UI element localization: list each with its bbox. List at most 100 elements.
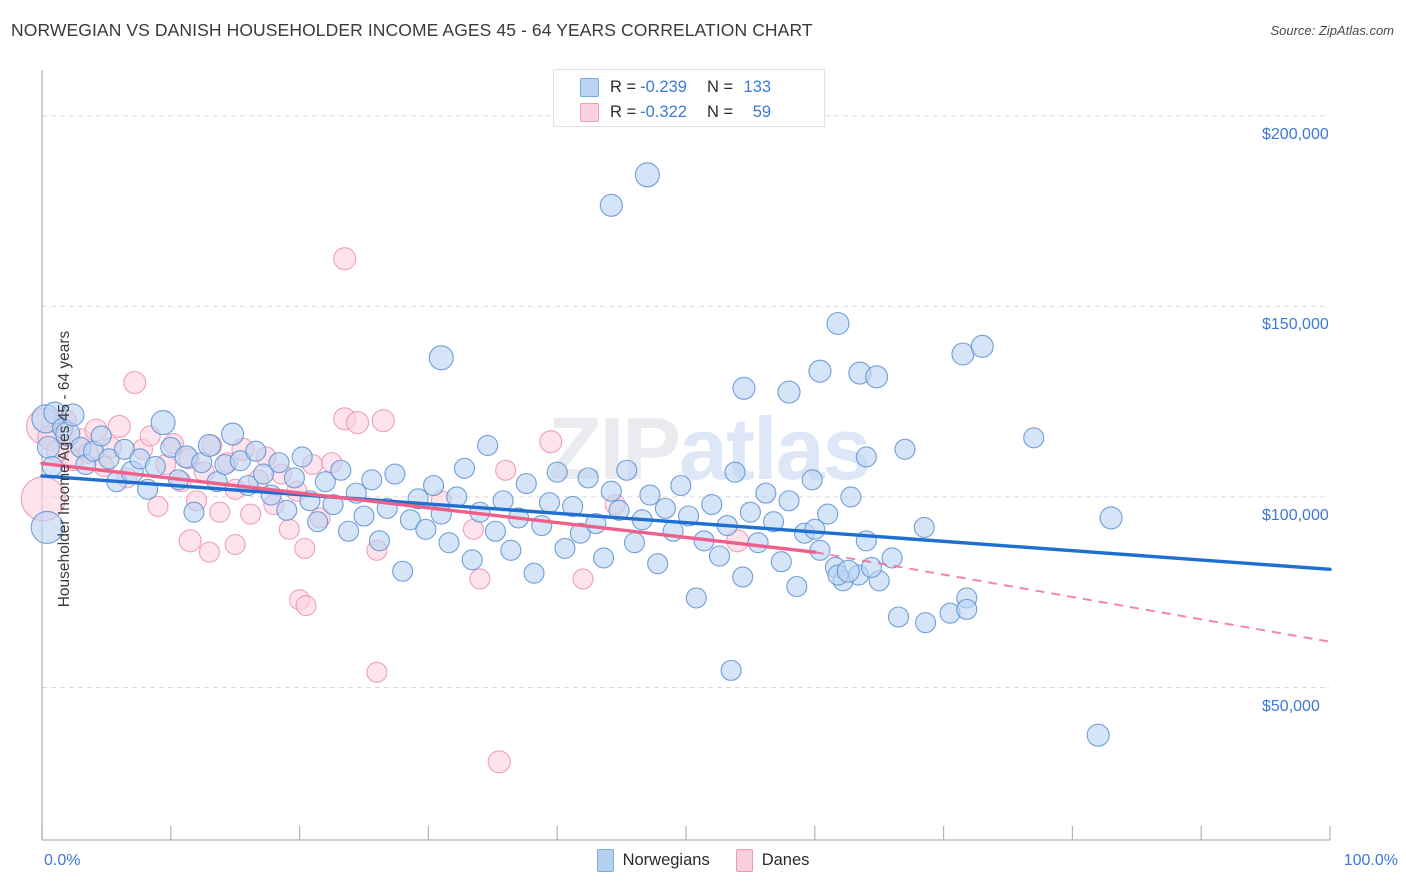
data-point — [322, 493, 344, 516]
data-point — [229, 450, 251, 472]
data-point — [1086, 723, 1110, 747]
data-point — [777, 380, 801, 404]
series-legend-item-danes[interactable]: Danes — [735, 849, 809, 872]
data-point — [616, 459, 638, 481]
data-point — [554, 537, 576, 559]
data-point — [708, 545, 731, 567]
data-point — [183, 501, 205, 523]
data-point — [98, 448, 120, 470]
data-point — [461, 549, 483, 571]
data-point — [477, 434, 499, 457]
data-point — [294, 537, 316, 559]
data-point — [268, 452, 290, 474]
data-point — [147, 495, 169, 518]
data-point — [469, 568, 491, 590]
data-point — [307, 511, 329, 533]
data-point — [368, 530, 391, 552]
data-point — [178, 529, 202, 553]
data-point — [747, 532, 769, 554]
data-point — [353, 505, 375, 527]
data-point — [240, 503, 262, 525]
data-point — [224, 534, 246, 556]
data-point — [755, 482, 777, 504]
data-point — [333, 247, 357, 271]
data-point — [295, 595, 317, 617]
data-point — [654, 497, 676, 519]
legend-n-value-blue: 133 — [743, 78, 772, 96]
data-point — [701, 493, 723, 516]
data-point — [639, 484, 661, 506]
y-axis-tick-0: $200,000 — [1262, 125, 1329, 143]
data-point — [836, 559, 860, 583]
series-legend-item-norwegians[interactable]: Norwegians — [596, 849, 710, 872]
series-swatch-norwegians — [596, 849, 614, 872]
data-point — [90, 425, 112, 447]
data-point — [634, 162, 660, 188]
series-norwegians — [30, 162, 1123, 747]
data-point — [881, 547, 903, 569]
series-legend: Norwegians Danes — [0, 849, 1406, 872]
data-point — [732, 376, 756, 400]
data-point — [392, 560, 414, 582]
legend-r-value-pink: -0.322 — [640, 103, 687, 121]
data-point — [278, 518, 300, 540]
data-point — [860, 556, 883, 579]
legend-r-value-blue: -0.239 — [640, 78, 687, 96]
data-point — [600, 480, 622, 502]
data-point — [887, 606, 910, 628]
data-point — [1023, 427, 1045, 449]
data-point — [346, 411, 370, 435]
legend-n-value-pink: 59 — [752, 103, 772, 121]
scatter-canvas — [20, 70, 1332, 841]
data-point — [500, 539, 522, 561]
y-axis-tick-3: $50,000 — [1262, 697, 1320, 715]
data-point — [599, 193, 623, 217]
legend-n-label-blue: N = — [706, 78, 734, 96]
legend-swatch-pink — [580, 103, 599, 122]
data-point — [150, 410, 176, 436]
x-axis-tick-max: 100.0% — [1343, 852, 1398, 869]
data-point — [245, 440, 267, 462]
trendline-extrapolated-danes — [814, 551, 1331, 643]
legend-row-norwegians: R = -0.239 N = 133 — [554, 75, 824, 100]
data-point — [30, 510, 64, 544]
data-point — [840, 486, 862, 508]
data-point — [197, 433, 221, 458]
data-point — [647, 553, 669, 575]
data-point — [515, 473, 537, 495]
data-point — [593, 547, 615, 569]
data-point — [546, 461, 568, 483]
data-point — [113, 438, 135, 460]
legend-r-label-blue: R = — [610, 78, 637, 96]
data-point — [107, 414, 131, 438]
data-point — [951, 342, 975, 366]
data-point — [804, 518, 826, 540]
legend-r-label-pink: R = — [610, 103, 637, 121]
data-point — [808, 359, 832, 383]
data-point — [291, 446, 313, 468]
data-point — [415, 518, 437, 540]
data-point — [209, 501, 231, 523]
data-point — [801, 469, 823, 491]
data-point — [855, 446, 877, 468]
data-point — [36, 435, 60, 459]
data-point — [720, 659, 742, 681]
data-point — [276, 499, 298, 521]
data-point — [572, 568, 594, 590]
data-point — [198, 541, 220, 563]
trendline-danes — [40, 461, 817, 554]
data-point — [384, 463, 406, 485]
data-point — [732, 566, 754, 588]
data-point — [314, 471, 336, 493]
legend-swatch-blue — [580, 78, 599, 97]
data-point — [1099, 506, 1123, 530]
data-point — [438, 532, 460, 554]
data-point — [865, 365, 889, 389]
series-label-norwegians: Norwegians — [622, 851, 710, 869]
legend-n-label-pink: N = — [706, 103, 734, 121]
data-point — [428, 345, 454, 371]
data-point — [361, 469, 383, 491]
data-point — [337, 520, 360, 542]
source-attribution: Source: ZipAtlas.com — [1270, 23, 1394, 38]
